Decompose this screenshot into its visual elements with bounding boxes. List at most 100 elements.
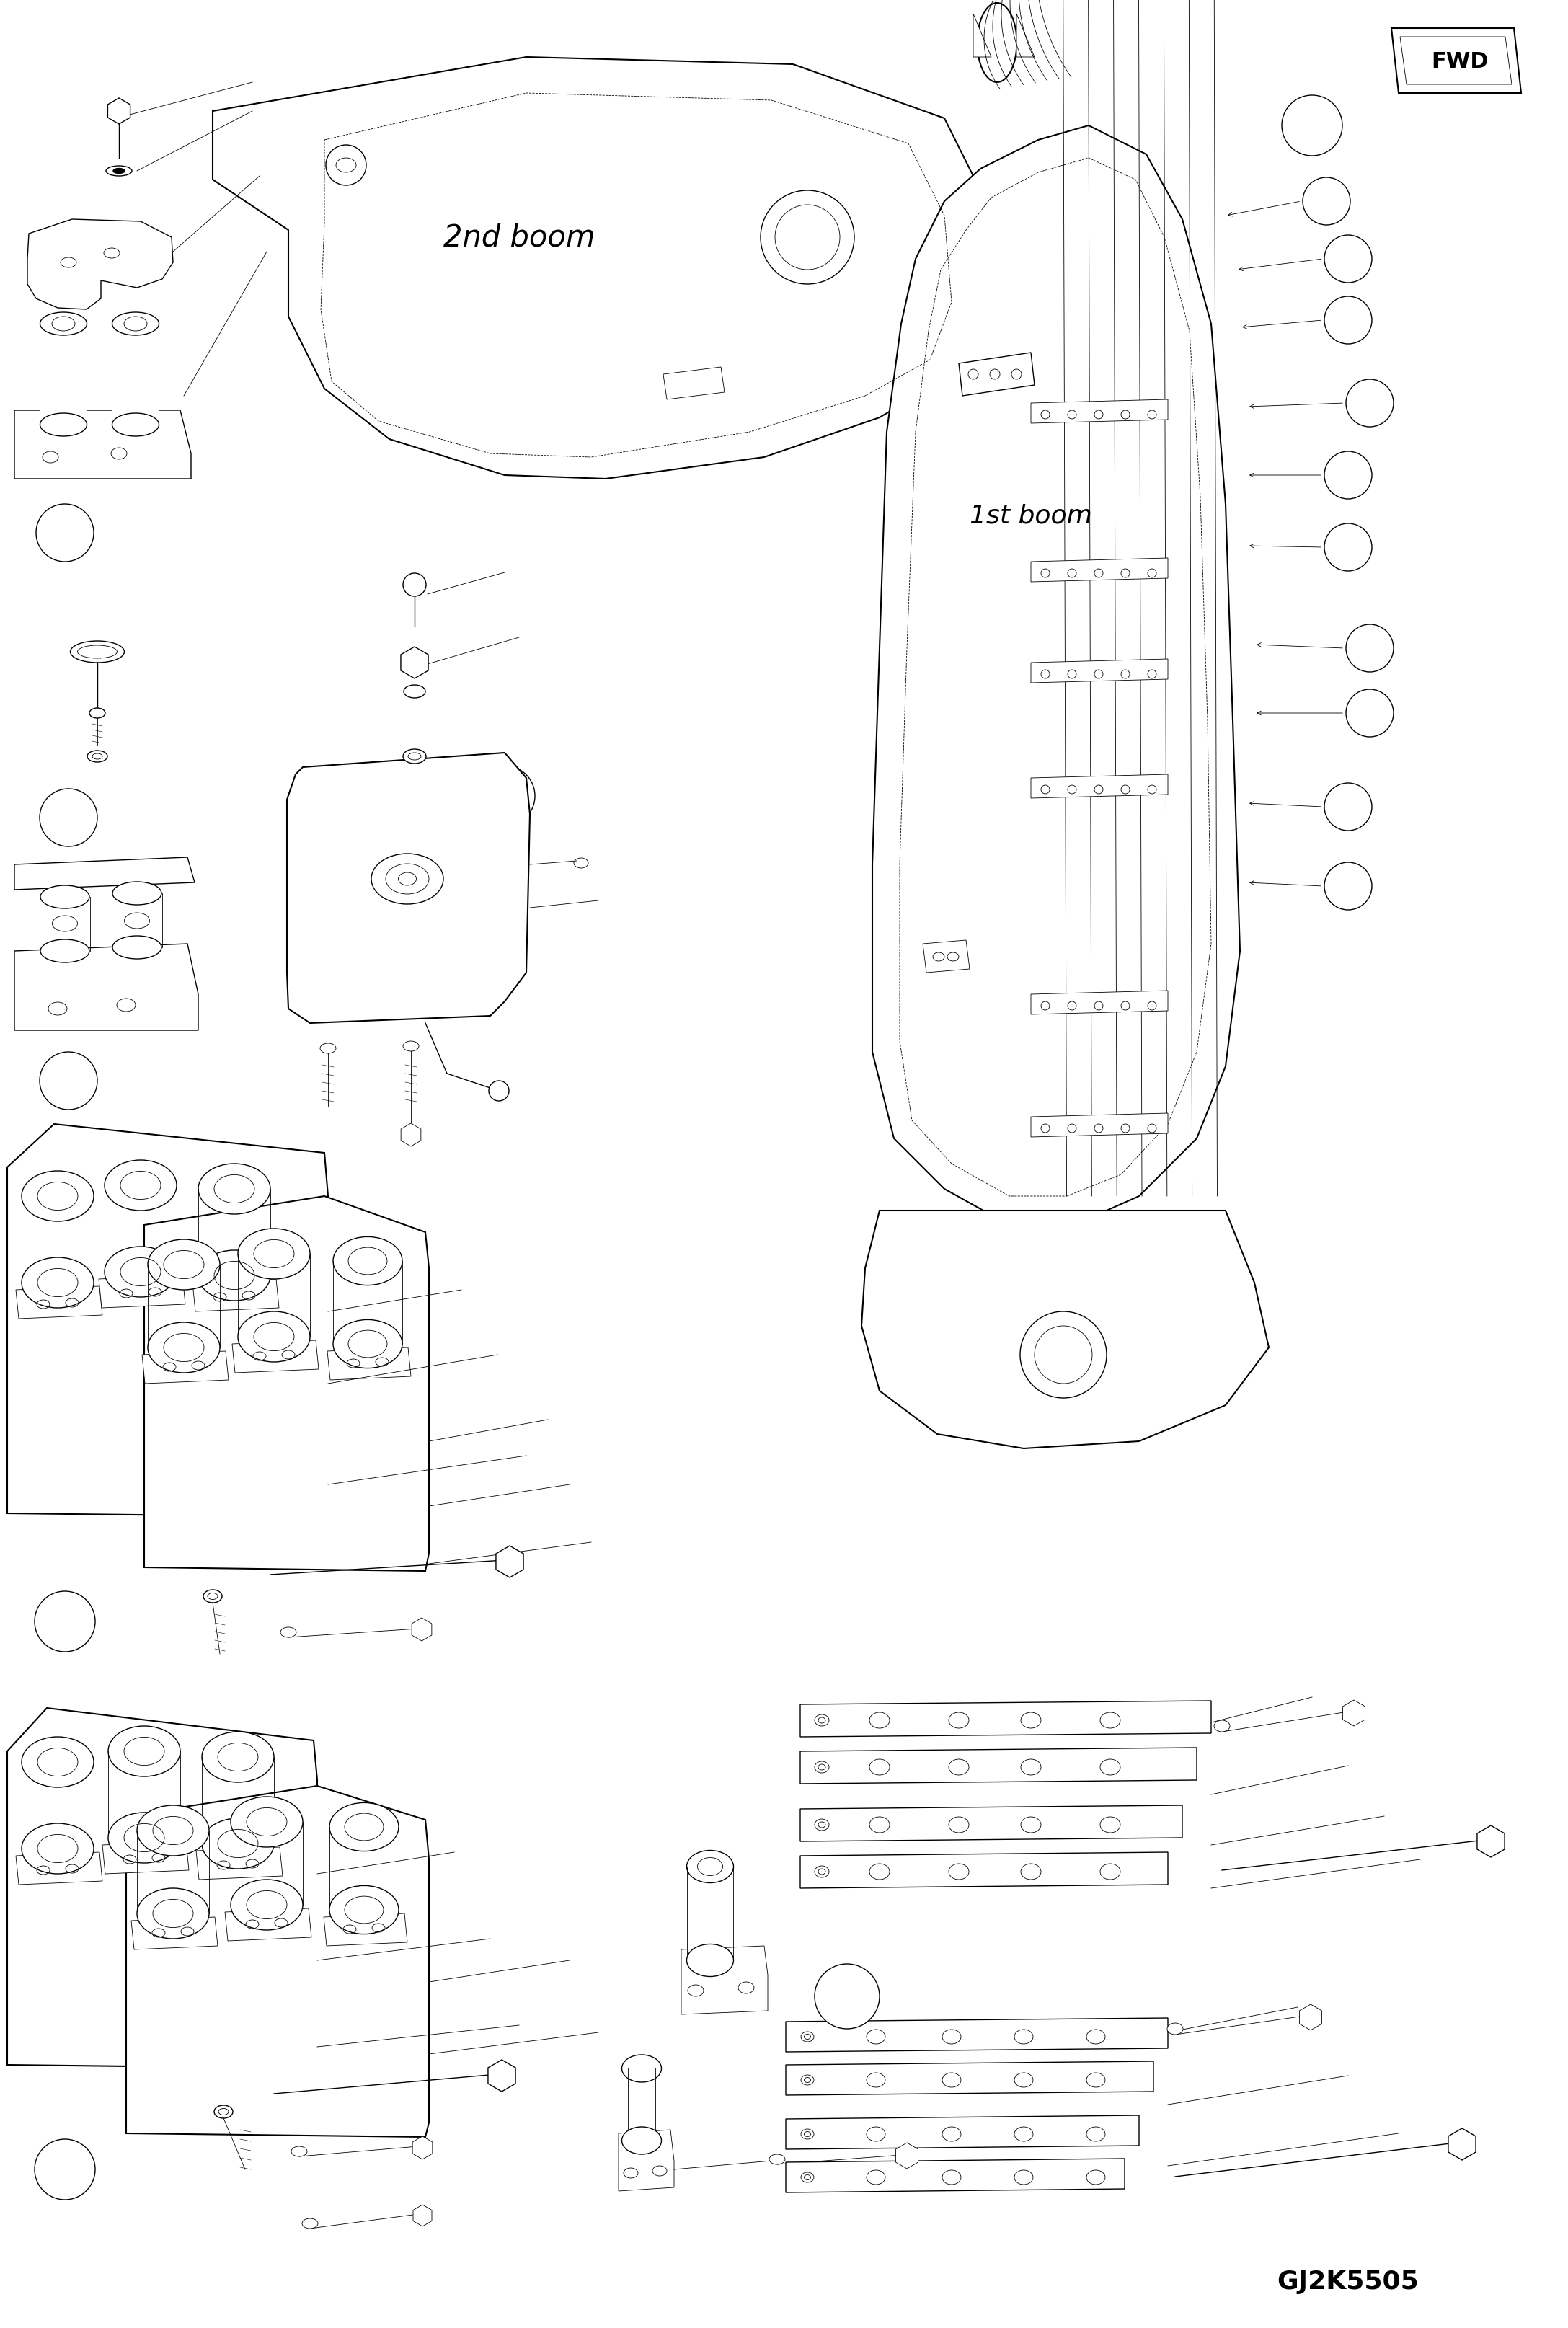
Ellipse shape xyxy=(801,2074,814,2086)
Polygon shape xyxy=(872,126,1240,1225)
Ellipse shape xyxy=(88,752,108,764)
Polygon shape xyxy=(786,2116,1138,2149)
Circle shape xyxy=(39,789,97,847)
Ellipse shape xyxy=(1021,1713,1041,1727)
Ellipse shape xyxy=(1101,1816,1120,1832)
Polygon shape xyxy=(224,1909,312,1942)
Circle shape xyxy=(1325,524,1372,573)
Ellipse shape xyxy=(403,750,426,764)
Ellipse shape xyxy=(801,2130,814,2139)
Ellipse shape xyxy=(238,1311,310,1362)
Polygon shape xyxy=(1016,14,1035,58)
Ellipse shape xyxy=(111,414,158,438)
Ellipse shape xyxy=(1101,1865,1120,1879)
Circle shape xyxy=(403,573,426,596)
Polygon shape xyxy=(1300,2004,1322,2030)
Ellipse shape xyxy=(687,1944,734,1976)
Ellipse shape xyxy=(204,1590,223,1604)
Ellipse shape xyxy=(113,936,162,959)
Ellipse shape xyxy=(869,1865,889,1879)
Ellipse shape xyxy=(867,2030,886,2044)
Polygon shape xyxy=(8,1709,317,2070)
Circle shape xyxy=(1011,370,1021,379)
Circle shape xyxy=(1325,785,1372,831)
Circle shape xyxy=(967,370,978,379)
Polygon shape xyxy=(1030,775,1168,799)
Ellipse shape xyxy=(329,1886,398,1935)
Ellipse shape xyxy=(329,1802,398,1851)
Ellipse shape xyxy=(801,2032,814,2042)
Ellipse shape xyxy=(403,684,425,698)
Circle shape xyxy=(475,766,535,826)
Ellipse shape xyxy=(1087,2128,1105,2142)
Ellipse shape xyxy=(41,312,86,335)
Polygon shape xyxy=(800,1807,1182,1841)
Ellipse shape xyxy=(815,1762,829,1774)
Ellipse shape xyxy=(403,1041,419,1052)
Ellipse shape xyxy=(41,941,89,964)
Ellipse shape xyxy=(1101,1713,1120,1727)
Polygon shape xyxy=(1391,28,1521,93)
Polygon shape xyxy=(786,2060,1154,2095)
Ellipse shape xyxy=(949,1865,969,1879)
Circle shape xyxy=(1325,298,1372,345)
Polygon shape xyxy=(213,58,994,480)
Ellipse shape xyxy=(1014,2030,1033,2044)
Ellipse shape xyxy=(202,1732,274,1783)
Polygon shape xyxy=(14,857,194,889)
Polygon shape xyxy=(132,1918,218,1949)
Polygon shape xyxy=(1449,2128,1475,2160)
Ellipse shape xyxy=(108,1814,180,1862)
Polygon shape xyxy=(1400,37,1512,86)
Polygon shape xyxy=(1030,559,1168,582)
Polygon shape xyxy=(39,324,86,426)
Circle shape xyxy=(1281,95,1342,156)
Circle shape xyxy=(1345,689,1394,738)
Ellipse shape xyxy=(942,2170,961,2184)
Polygon shape xyxy=(1477,1825,1505,1858)
Ellipse shape xyxy=(136,1888,209,1939)
Ellipse shape xyxy=(215,2105,234,2118)
Ellipse shape xyxy=(71,643,124,663)
Ellipse shape xyxy=(332,1320,403,1369)
Ellipse shape xyxy=(238,1229,310,1280)
Polygon shape xyxy=(924,941,969,973)
Polygon shape xyxy=(287,754,530,1024)
Text: FWD: FWD xyxy=(1432,51,1488,72)
Polygon shape xyxy=(401,647,428,680)
Polygon shape xyxy=(800,1748,1196,1783)
Ellipse shape xyxy=(22,1171,94,1222)
Ellipse shape xyxy=(815,1867,829,1879)
Circle shape xyxy=(39,1052,97,1110)
Ellipse shape xyxy=(949,1713,969,1727)
Text: GJ2K5505: GJ2K5505 xyxy=(1278,2270,1419,2293)
Polygon shape xyxy=(232,1341,318,1374)
Ellipse shape xyxy=(869,1713,889,1727)
Polygon shape xyxy=(108,98,130,126)
Polygon shape xyxy=(193,1280,279,1311)
Polygon shape xyxy=(786,2158,1124,2193)
Ellipse shape xyxy=(105,1248,177,1297)
Ellipse shape xyxy=(1167,2023,1182,2035)
Ellipse shape xyxy=(949,1760,969,1776)
Ellipse shape xyxy=(22,1257,94,1308)
Polygon shape xyxy=(800,1702,1210,1737)
Ellipse shape xyxy=(198,1250,270,1301)
Circle shape xyxy=(1345,624,1394,673)
Polygon shape xyxy=(412,2137,433,2160)
Ellipse shape xyxy=(41,414,86,438)
Polygon shape xyxy=(958,354,1035,396)
Polygon shape xyxy=(111,324,158,426)
Ellipse shape xyxy=(622,2056,662,2081)
Ellipse shape xyxy=(869,1760,889,1776)
Polygon shape xyxy=(125,1786,430,2137)
Ellipse shape xyxy=(372,854,444,906)
Ellipse shape xyxy=(89,708,105,719)
Ellipse shape xyxy=(622,2128,662,2153)
Ellipse shape xyxy=(1214,1720,1229,1732)
Ellipse shape xyxy=(1021,1865,1041,1879)
Polygon shape xyxy=(16,1853,102,1886)
Polygon shape xyxy=(1342,1699,1366,1725)
Ellipse shape xyxy=(292,2146,307,2156)
Polygon shape xyxy=(495,1546,524,1578)
